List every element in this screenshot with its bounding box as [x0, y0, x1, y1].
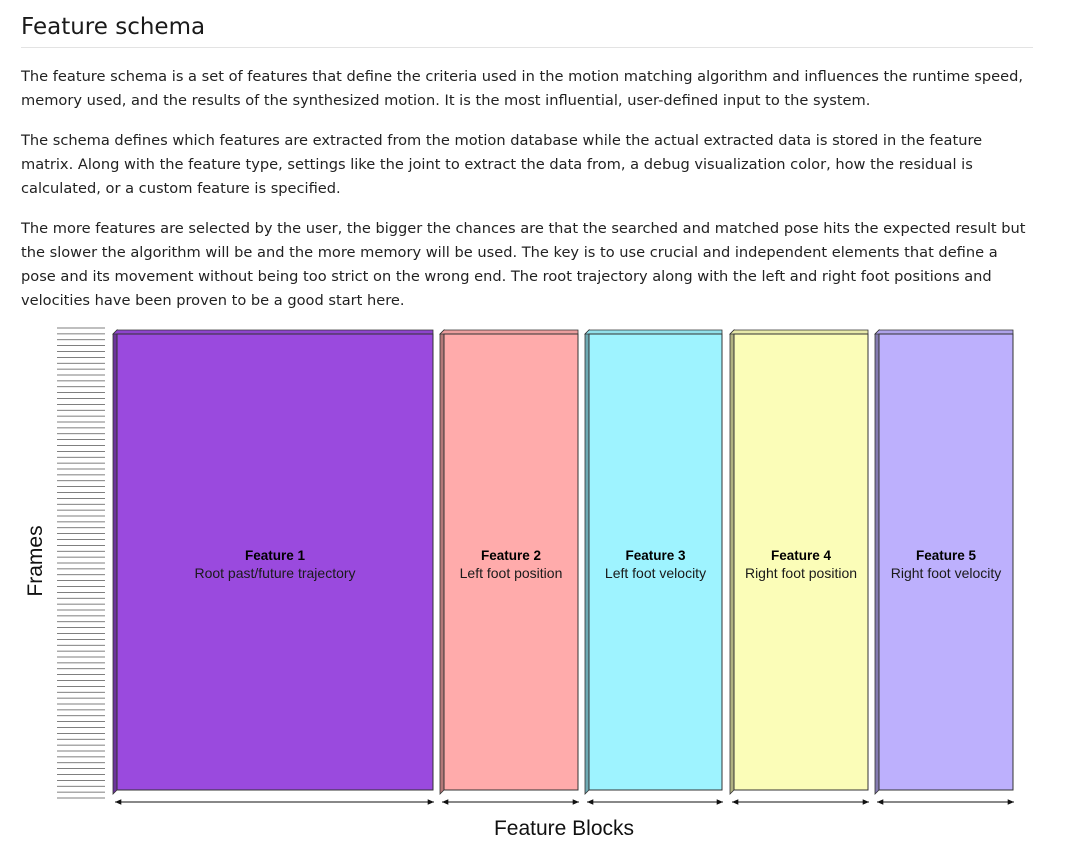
frames-axis-label: Frames [24, 525, 47, 596]
feature-block-top-face [439, 329, 579, 335]
feature-block-face [878, 333, 1014, 791]
feature-block-3: Feature 3 Left foot velocity [584, 329, 723, 795]
feature-block-2: Feature 2 Left foot position [439, 329, 579, 795]
feature-block-side-face [112, 329, 118, 795]
feature-block-top-face [112, 329, 434, 335]
feature-block-top-face [584, 329, 723, 335]
feature-blocks-axis-label: Feature Blocks [494, 817, 634, 840]
feature-block-1: Feature 1 Root past/future trajectory [112, 329, 434, 795]
feature-block-face [443, 333, 579, 791]
feature-block-face [116, 333, 434, 791]
schema-paragraph: The schema defines which features are ex… [21, 132, 983, 197]
feature-block-face [733, 333, 869, 791]
feature-schema-diagram: Frames Feature 1 Root past/future traject… [0, 320, 1079, 857]
feature-block-face [588, 333, 723, 791]
feature-block-top-face [729, 329, 869, 335]
feature-description: Right foot velocity [891, 565, 1002, 581]
feature-block-4: Feature 4 Right foot position [729, 329, 869, 795]
feature-name: Feature 1 [245, 548, 306, 563]
feature-name: Feature 2 [481, 548, 541, 563]
feature-block-side-face [729, 329, 735, 795]
feature-matrix-svg: Frames Feature 1 Root past/future traject… [24, 327, 1014, 840]
feature-block-side-face [874, 329, 880, 795]
feature-description: Left foot velocity [605, 565, 706, 581]
feature-description: Root past/future trajectory [194, 565, 355, 581]
frame-rows [57, 327, 105, 799]
feature-block-5: Feature 5 Right foot velocity [874, 329, 1014, 795]
intro-paragraph: The feature schema is a set of features … [21, 68, 1023, 109]
title-divider [21, 47, 1033, 48]
feature-name: Feature 5 [916, 548, 977, 563]
feature-name: Feature 3 [625, 548, 686, 563]
features-paragraph: The more features are selected by the us… [21, 220, 1026, 309]
feature-name: Feature 4 [771, 548, 832, 563]
feature-block-side-face [439, 329, 445, 795]
feature-description: Left foot position [460, 565, 563, 581]
feature-description: Right foot position [745, 565, 857, 581]
feature-block-side-face [584, 329, 590, 795]
feature-block-top-face [874, 329, 1014, 335]
page-title: Feature schema [21, 14, 206, 40]
